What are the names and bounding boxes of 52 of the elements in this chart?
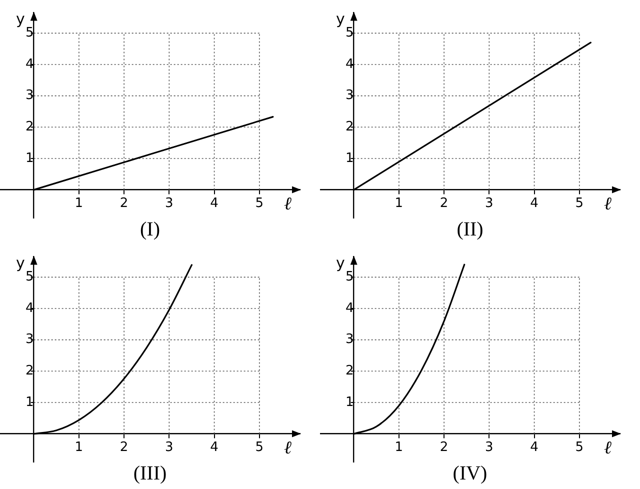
x-tick-label: 3 [485,196,494,211]
y-tick-label: 1 [346,150,354,166]
y-tick-label: 1 [26,150,34,166]
x-tick-label: 4 [210,440,218,455]
y-tick-label: 5 [346,26,354,41]
x-tick-label: 3 [165,196,174,211]
y-tick-label: 3 [26,332,34,348]
x-axis-title: ℓ [284,194,292,214]
x-tick-label: 2 [120,196,128,211]
x-tick-label: 1 [394,440,404,455]
y-tick-label: 4 [26,300,34,316]
x-tick-label: 2 [440,440,448,455]
y-tick-label: 4 [346,300,354,316]
x-tick-label: 5 [255,440,264,455]
y-tick-label: 1 [346,394,354,410]
y-tick-label: 3 [346,332,354,348]
x-tick-label: 5 [575,440,584,455]
y-tick-label: 5 [346,270,354,285]
x-tick-label: 1 [74,196,84,211]
y-tick-label: 1 [26,394,34,410]
x-tick-label: 5 [575,196,584,211]
x-tick-label: 2 [120,440,128,455]
text: (III) [133,462,167,484]
x-tick-label: 5 [255,196,264,211]
y-tick-label: 4 [346,56,354,72]
x-tick-label: 2 [440,196,448,211]
y-axis-title: y [336,10,345,28]
x-tick-label: 4 [530,440,538,455]
y-tick-label: 3 [346,88,354,104]
y-tick-label: 5 [26,270,34,285]
y-tick-label: 2 [346,364,354,379]
y-tick-label: 3 [26,88,34,104]
x-axis-title: ℓ [604,438,612,458]
x-tick-label: 4 [210,196,218,211]
y-tick-label: 2 [26,364,34,379]
x-tick-label: 4 [530,196,538,211]
x-axis-title: ℓ [284,438,292,458]
x-tick-label: 3 [485,440,494,455]
x-tick-label: 1 [74,440,84,455]
text: (I) [140,218,160,240]
x-tick-label: 3 [165,440,174,455]
text: (IV) [452,462,488,484]
x-axis-title: ℓ [604,194,612,214]
x-tick-label: 1 [394,196,404,211]
y-tick-label: 2 [346,120,354,135]
text: (II) [456,218,484,240]
y-tick-label: 5 [26,26,34,41]
y-tick-label: 2 [26,120,34,135]
y-tick-label: 4 [26,56,34,72]
y-axis-title: y [16,254,25,272]
y-axis-title: y [16,10,25,28]
y-axis-title: y [336,254,345,272]
